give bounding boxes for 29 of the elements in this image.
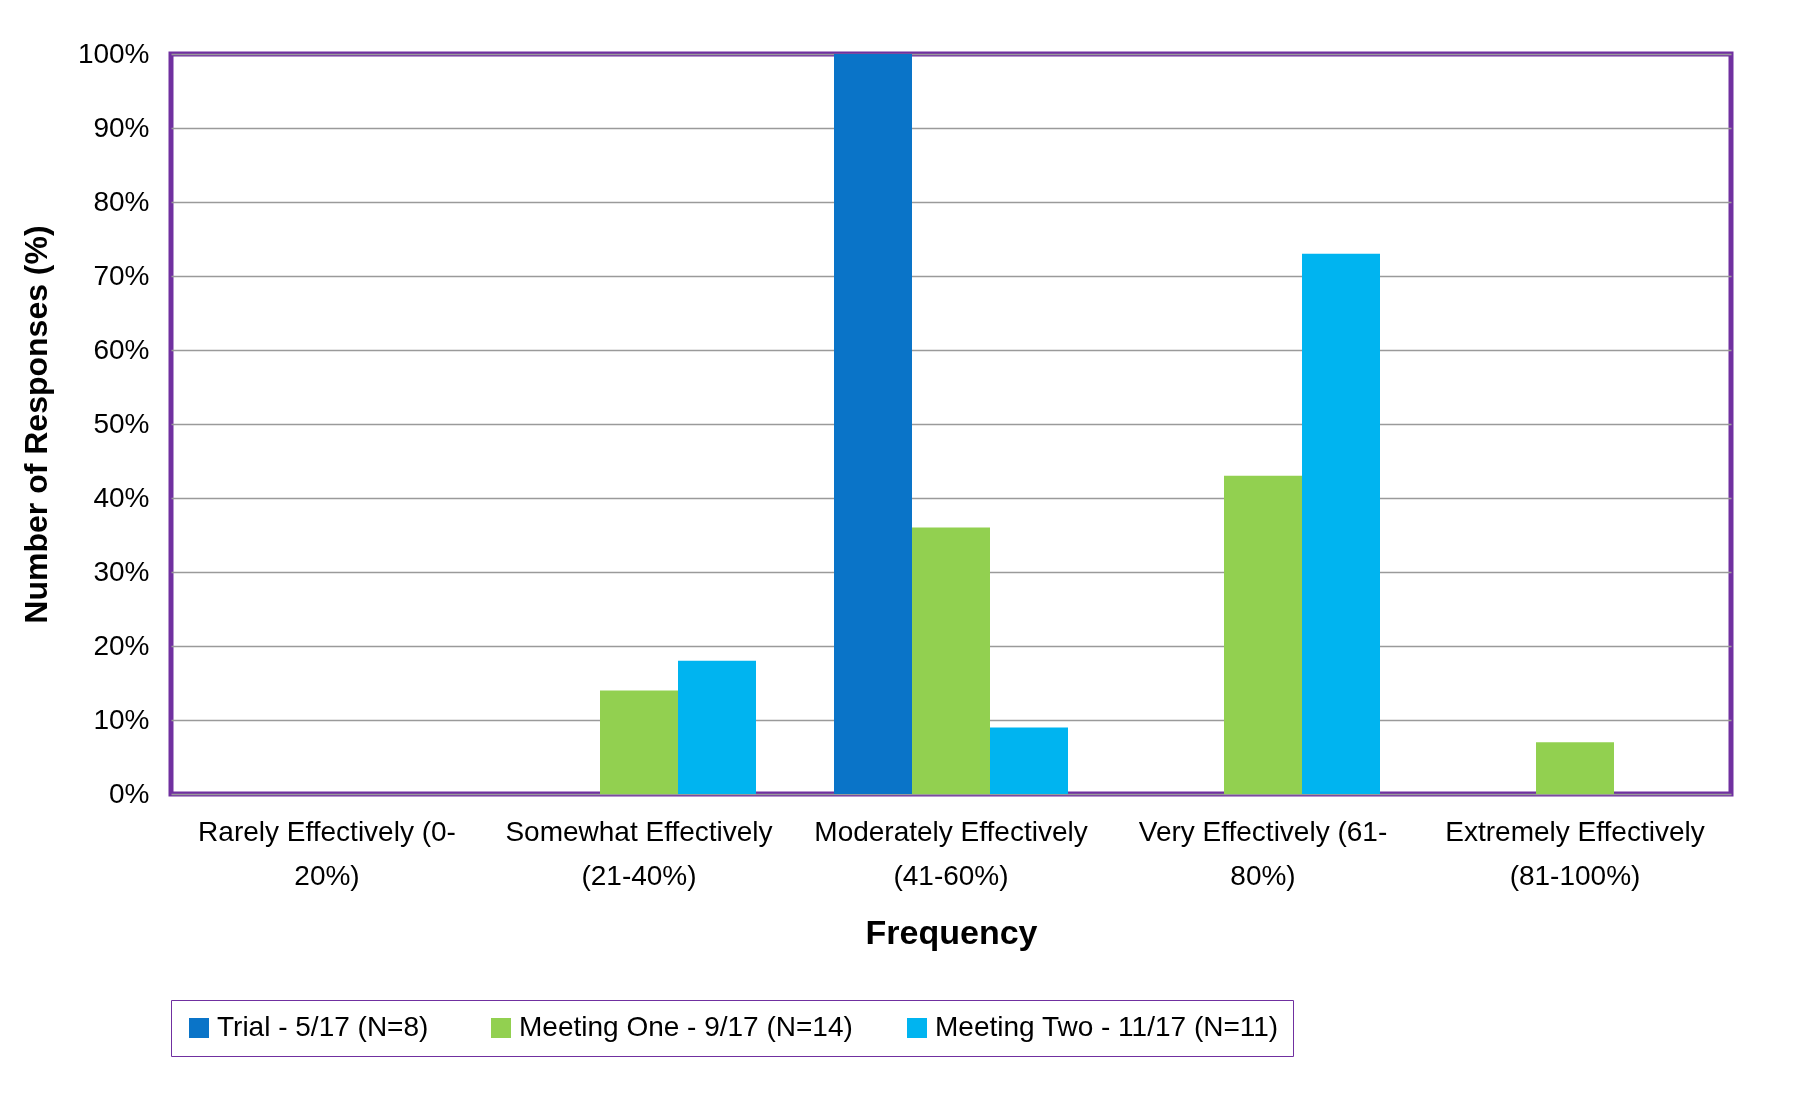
y-tick-label: 60% xyxy=(93,333,150,365)
y-axis-title: Number of Responses (%) xyxy=(17,225,54,624)
legend-label: Trial - 5/17 (N=8) xyxy=(217,1011,429,1042)
x-tick-label: Very Effectively (61-80%) xyxy=(1138,815,1388,891)
bar xyxy=(600,690,678,794)
y-tick-label: 70% xyxy=(93,259,150,291)
bar xyxy=(678,660,756,794)
y-tick-label: 50% xyxy=(93,407,150,439)
y-tick-label: 80% xyxy=(93,185,150,217)
y-tick-label: 10% xyxy=(93,703,150,735)
y-tick-label: 0% xyxy=(109,777,150,809)
bar xyxy=(834,54,912,794)
y-tick-label: 90% xyxy=(93,111,150,143)
legend-label: Meeting One - 9/17 (N=14) xyxy=(519,1011,853,1042)
x-tick-label: Rarely Effectively (0-20%) xyxy=(198,815,456,891)
x-axis-title: Frequency xyxy=(865,912,1038,951)
y-tick-label: 30% xyxy=(93,555,150,587)
bar xyxy=(990,727,1068,794)
x-tick-label: Moderately Effectively (41-60%) xyxy=(814,815,1088,891)
bar xyxy=(1536,742,1614,794)
x-tick-label: Somewhat Effectively (21-40%) xyxy=(505,815,773,891)
x-tick-label: Extremely Effectively (81-100%) xyxy=(1445,815,1705,891)
bar xyxy=(912,527,990,794)
y-tick-label: 20% xyxy=(93,629,150,661)
bar xyxy=(1224,475,1302,794)
bar xyxy=(1302,253,1380,794)
legend-label: Meeting Two - 11/17 (N=11) xyxy=(935,1011,1279,1042)
y-tick-label: 40% xyxy=(93,481,150,513)
y-tick-label: 100% xyxy=(77,37,150,69)
